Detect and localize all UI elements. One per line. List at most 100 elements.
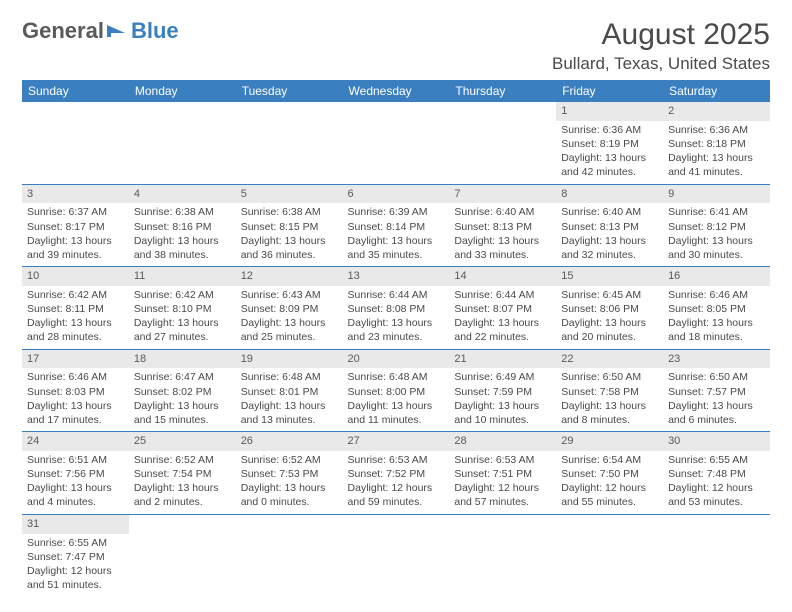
sunset-value: 7:53 PM [279, 468, 318, 480]
sunset-line: Sunset: 8:12 PM [668, 220, 765, 234]
sunset-label: Sunset: [27, 551, 66, 563]
logo-text-1: General [22, 18, 104, 44]
calendar-cell: 8Sunrise: 6:40 AMSunset: 8:13 PMDaylight… [556, 184, 663, 267]
daylight-line: Daylight: 13 hours and 28 minutes. [27, 316, 124, 344]
day-details: Sunrise: 6:44 AMSunset: 8:08 PMDaylight:… [343, 286, 450, 349]
calendar-cell [236, 514, 343, 596]
sunrise-line: Sunrise: 6:42 AM [134, 288, 231, 302]
weekday-header: Tuesday [236, 80, 343, 102]
calendar-cell: 10Sunrise: 6:42 AMSunset: 8:11 PMDayligh… [22, 267, 129, 350]
calendar-cell: 22Sunrise: 6:50 AMSunset: 7:58 PMDayligh… [556, 349, 663, 432]
sunset-label: Sunset: [561, 221, 600, 233]
sunrise-value: 6:46 AM [68, 371, 107, 383]
daylight-line: Daylight: 12 hours and 55 minutes. [561, 481, 658, 509]
sunrise-value: 6:52 AM [282, 454, 321, 466]
calendar-cell: 21Sunrise: 6:49 AMSunset: 7:59 PMDayligh… [449, 349, 556, 432]
sunrise-value: 6:39 AM [389, 206, 428, 218]
calendar-cell: 15Sunrise: 6:45 AMSunset: 8:06 PMDayligh… [556, 267, 663, 350]
daylight-line: Daylight: 12 hours and 51 minutes. [27, 564, 124, 592]
day-details: Sunrise: 6:41 AMSunset: 8:12 PMDaylight:… [663, 203, 770, 266]
weekday-header: Sunday [22, 80, 129, 102]
day-details: Sunrise: 6:48 AMSunset: 8:00 PMDaylight:… [343, 368, 450, 431]
sunset-label: Sunset: [27, 221, 66, 233]
sunset-line: Sunset: 8:08 PM [348, 302, 445, 316]
day-details: Sunrise: 6:55 AMSunset: 7:48 PMDaylight:… [663, 451, 770, 514]
sunrise-line: Sunrise: 6:55 AM [27, 536, 124, 550]
sunset-value: 8:14 PM [386, 221, 425, 233]
sunrise-value: 6:44 AM [389, 289, 428, 301]
sunset-label: Sunset: [348, 468, 387, 480]
sunrise-label: Sunrise: [561, 124, 602, 136]
calendar-cell [343, 102, 450, 184]
daylight-line: Daylight: 13 hours and 18 minutes. [668, 316, 765, 344]
day-number: 26 [236, 432, 343, 451]
day-number: 15 [556, 267, 663, 286]
sunset-value: 8:15 PM [279, 221, 318, 233]
day-number: 12 [236, 267, 343, 286]
sunrise-value: 6:36 AM [603, 124, 642, 136]
sunrise-label: Sunrise: [27, 537, 68, 549]
sunrise-label: Sunrise: [668, 124, 709, 136]
sunset-value: 8:11 PM [66, 303, 104, 315]
calendar-cell: 24Sunrise: 6:51 AMSunset: 7:56 PMDayligh… [22, 432, 129, 515]
daylight-label: Daylight: [668, 152, 712, 164]
day-number: 20 [343, 350, 450, 369]
daylight-label: Daylight: [348, 235, 392, 247]
sunset-label: Sunset: [668, 468, 707, 480]
sunrise-label: Sunrise: [668, 206, 709, 218]
calendar-cell [663, 514, 770, 596]
daylight-line: Daylight: 13 hours and 15 minutes. [134, 399, 231, 427]
daylight-label: Daylight: [561, 152, 605, 164]
day-number: 30 [663, 432, 770, 451]
sunrise-line: Sunrise: 6:37 AM [27, 205, 124, 219]
day-number: 1 [556, 102, 663, 121]
sunset-line: Sunset: 7:53 PM [241, 467, 338, 481]
day-details: Sunrise: 6:43 AMSunset: 8:09 PMDaylight:… [236, 286, 343, 349]
daylight-line: Daylight: 13 hours and 41 minutes. [668, 151, 765, 179]
sunrise-line: Sunrise: 6:48 AM [348, 370, 445, 384]
calendar-cell: 29Sunrise: 6:54 AMSunset: 7:50 PMDayligh… [556, 432, 663, 515]
sunset-line: Sunset: 8:01 PM [241, 385, 338, 399]
daylight-label: Daylight: [454, 482, 498, 494]
sunset-label: Sunset: [348, 303, 387, 315]
sunrise-value: 6:47 AM [175, 371, 214, 383]
sunset-label: Sunset: [561, 138, 600, 150]
sunset-line: Sunset: 8:02 PM [134, 385, 231, 399]
daylight-label: Daylight: [134, 400, 178, 412]
sunrise-line: Sunrise: 6:42 AM [27, 288, 124, 302]
location: Bullard, Texas, United States [552, 54, 770, 74]
daylight-line: Daylight: 13 hours and 20 minutes. [561, 316, 658, 344]
sunrise-line: Sunrise: 6:53 AM [454, 453, 551, 467]
sunset-label: Sunset: [134, 468, 173, 480]
day-details: Sunrise: 6:52 AMSunset: 7:53 PMDaylight:… [236, 451, 343, 514]
daylight-label: Daylight: [241, 235, 285, 247]
sunset-value: 8:00 PM [386, 386, 425, 398]
calendar-cell: 30Sunrise: 6:55 AMSunset: 7:48 PMDayligh… [663, 432, 770, 515]
sunrise-value: 6:36 AM [710, 124, 749, 136]
sunset-value: 8:18 PM [707, 138, 746, 150]
calendar-cell: 13Sunrise: 6:44 AMSunset: 8:08 PMDayligh… [343, 267, 450, 350]
day-number: 23 [663, 350, 770, 369]
sunset-value: 8:13 PM [600, 221, 639, 233]
calendar-cell: 16Sunrise: 6:46 AMSunset: 8:05 PMDayligh… [663, 267, 770, 350]
day-details: Sunrise: 6:52 AMSunset: 7:54 PMDaylight:… [129, 451, 236, 514]
calendar-cell [22, 102, 129, 184]
day-details: Sunrise: 6:55 AMSunset: 7:47 PMDaylight:… [22, 534, 129, 597]
day-number: 9 [663, 185, 770, 204]
sunrise-label: Sunrise: [27, 454, 68, 466]
day-number: 31 [22, 515, 129, 534]
sunset-value: 8:12 PM [707, 221, 746, 233]
sunrise-value: 6:48 AM [282, 371, 321, 383]
sunrise-line: Sunrise: 6:43 AM [241, 288, 338, 302]
day-details: Sunrise: 6:49 AMSunset: 7:59 PMDaylight:… [449, 368, 556, 431]
sunset-line: Sunset: 7:57 PM [668, 385, 765, 399]
daylight-line: Daylight: 13 hours and 42 minutes. [561, 151, 658, 179]
sunrise-value: 6:45 AM [603, 289, 642, 301]
sunrise-value: 6:50 AM [710, 371, 749, 383]
sunrise-label: Sunrise: [454, 454, 495, 466]
daylight-label: Daylight: [134, 482, 178, 494]
daylight-label: Daylight: [561, 317, 605, 329]
sunset-label: Sunset: [561, 468, 600, 480]
day-number: 29 [556, 432, 663, 451]
calendar-row: 1Sunrise: 6:36 AMSunset: 8:19 PMDaylight… [22, 102, 770, 184]
